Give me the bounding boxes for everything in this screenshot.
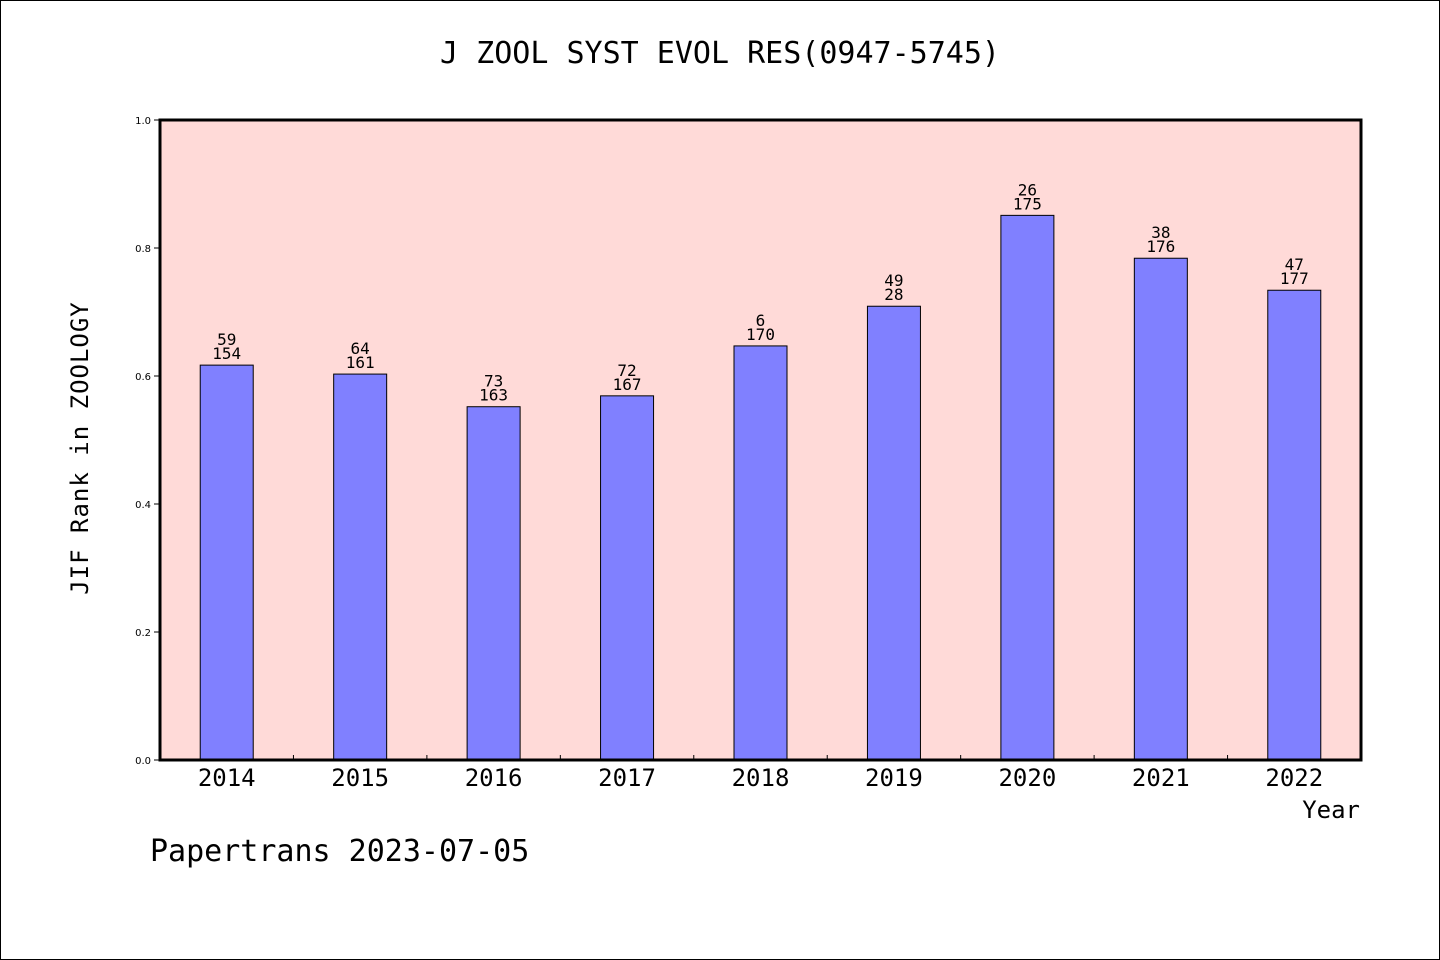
- bar: [1133, 257, 1188, 761]
- y-tick-label: 0.2: [135, 628, 151, 639]
- bar-label-total: 167: [613, 375, 642, 394]
- x-tick-label: 2015: [331, 764, 389, 792]
- x-tick-label: 2020: [998, 764, 1056, 792]
- bar-label-total: 28: [884, 285, 903, 304]
- bar-label-rank: 38: [1151, 223, 1170, 242]
- x-tick-label: 2019: [865, 764, 923, 792]
- bar-label-total: 154: [212, 344, 241, 363]
- bar: [199, 364, 254, 761]
- x-tick-label: 2014: [198, 764, 256, 792]
- bar-label-rank: 47: [1285, 255, 1304, 274]
- y-axis-label: JIF Rank in ZOOLOGY: [66, 301, 94, 595]
- chart-title: J ZOOL SYST EVOL RES(0947-5745): [440, 36, 1000, 71]
- bar-label-rank: 72: [617, 361, 636, 380]
- bar: [733, 345, 788, 761]
- y-tick-label: 0.8: [135, 244, 151, 255]
- x-tick-label: 2016: [465, 764, 523, 792]
- bar-label-rank: 59: [217, 330, 236, 349]
- x-axis-label: Year: [1302, 796, 1360, 824]
- bar: [600, 395, 655, 761]
- bar: [466, 406, 521, 761]
- bar-label-total: 163: [479, 386, 508, 405]
- x-tick-label: 2018: [732, 764, 790, 792]
- footer-note: Papertrans 2023-07-05: [150, 834, 530, 869]
- bar: [1000, 214, 1055, 761]
- y-tick-label: 0.4: [135, 500, 151, 511]
- bar-label-rank: 64: [351, 339, 370, 358]
- y-tick-label: 0.6: [135, 372, 151, 383]
- y-tick-label: 0.0: [135, 756, 151, 767]
- bar-label-rank: 73: [484, 372, 503, 391]
- bar-label-rank: 26: [1018, 180, 1037, 199]
- x-tick-label: 2022: [1265, 764, 1323, 792]
- bar-label-total: 177: [1280, 269, 1309, 288]
- bar: [866, 305, 921, 761]
- plot-border: [158, 118, 1363, 762]
- bar-label-rank: 6: [756, 311, 766, 330]
- bar-label-rank: 49: [884, 271, 903, 290]
- bar-label-total: 170: [746, 325, 775, 344]
- bar-label-total: 175: [1013, 194, 1042, 213]
- x-tick-label: 2021: [1132, 764, 1190, 792]
- bar-label-total: 176: [1146, 237, 1175, 256]
- x-tick-label: 2017: [598, 764, 656, 792]
- y-tick-label: 1.0: [135, 116, 151, 127]
- bar-label-total: 161: [346, 353, 375, 372]
- bar: [333, 373, 388, 761]
- bar: [1267, 289, 1322, 761]
